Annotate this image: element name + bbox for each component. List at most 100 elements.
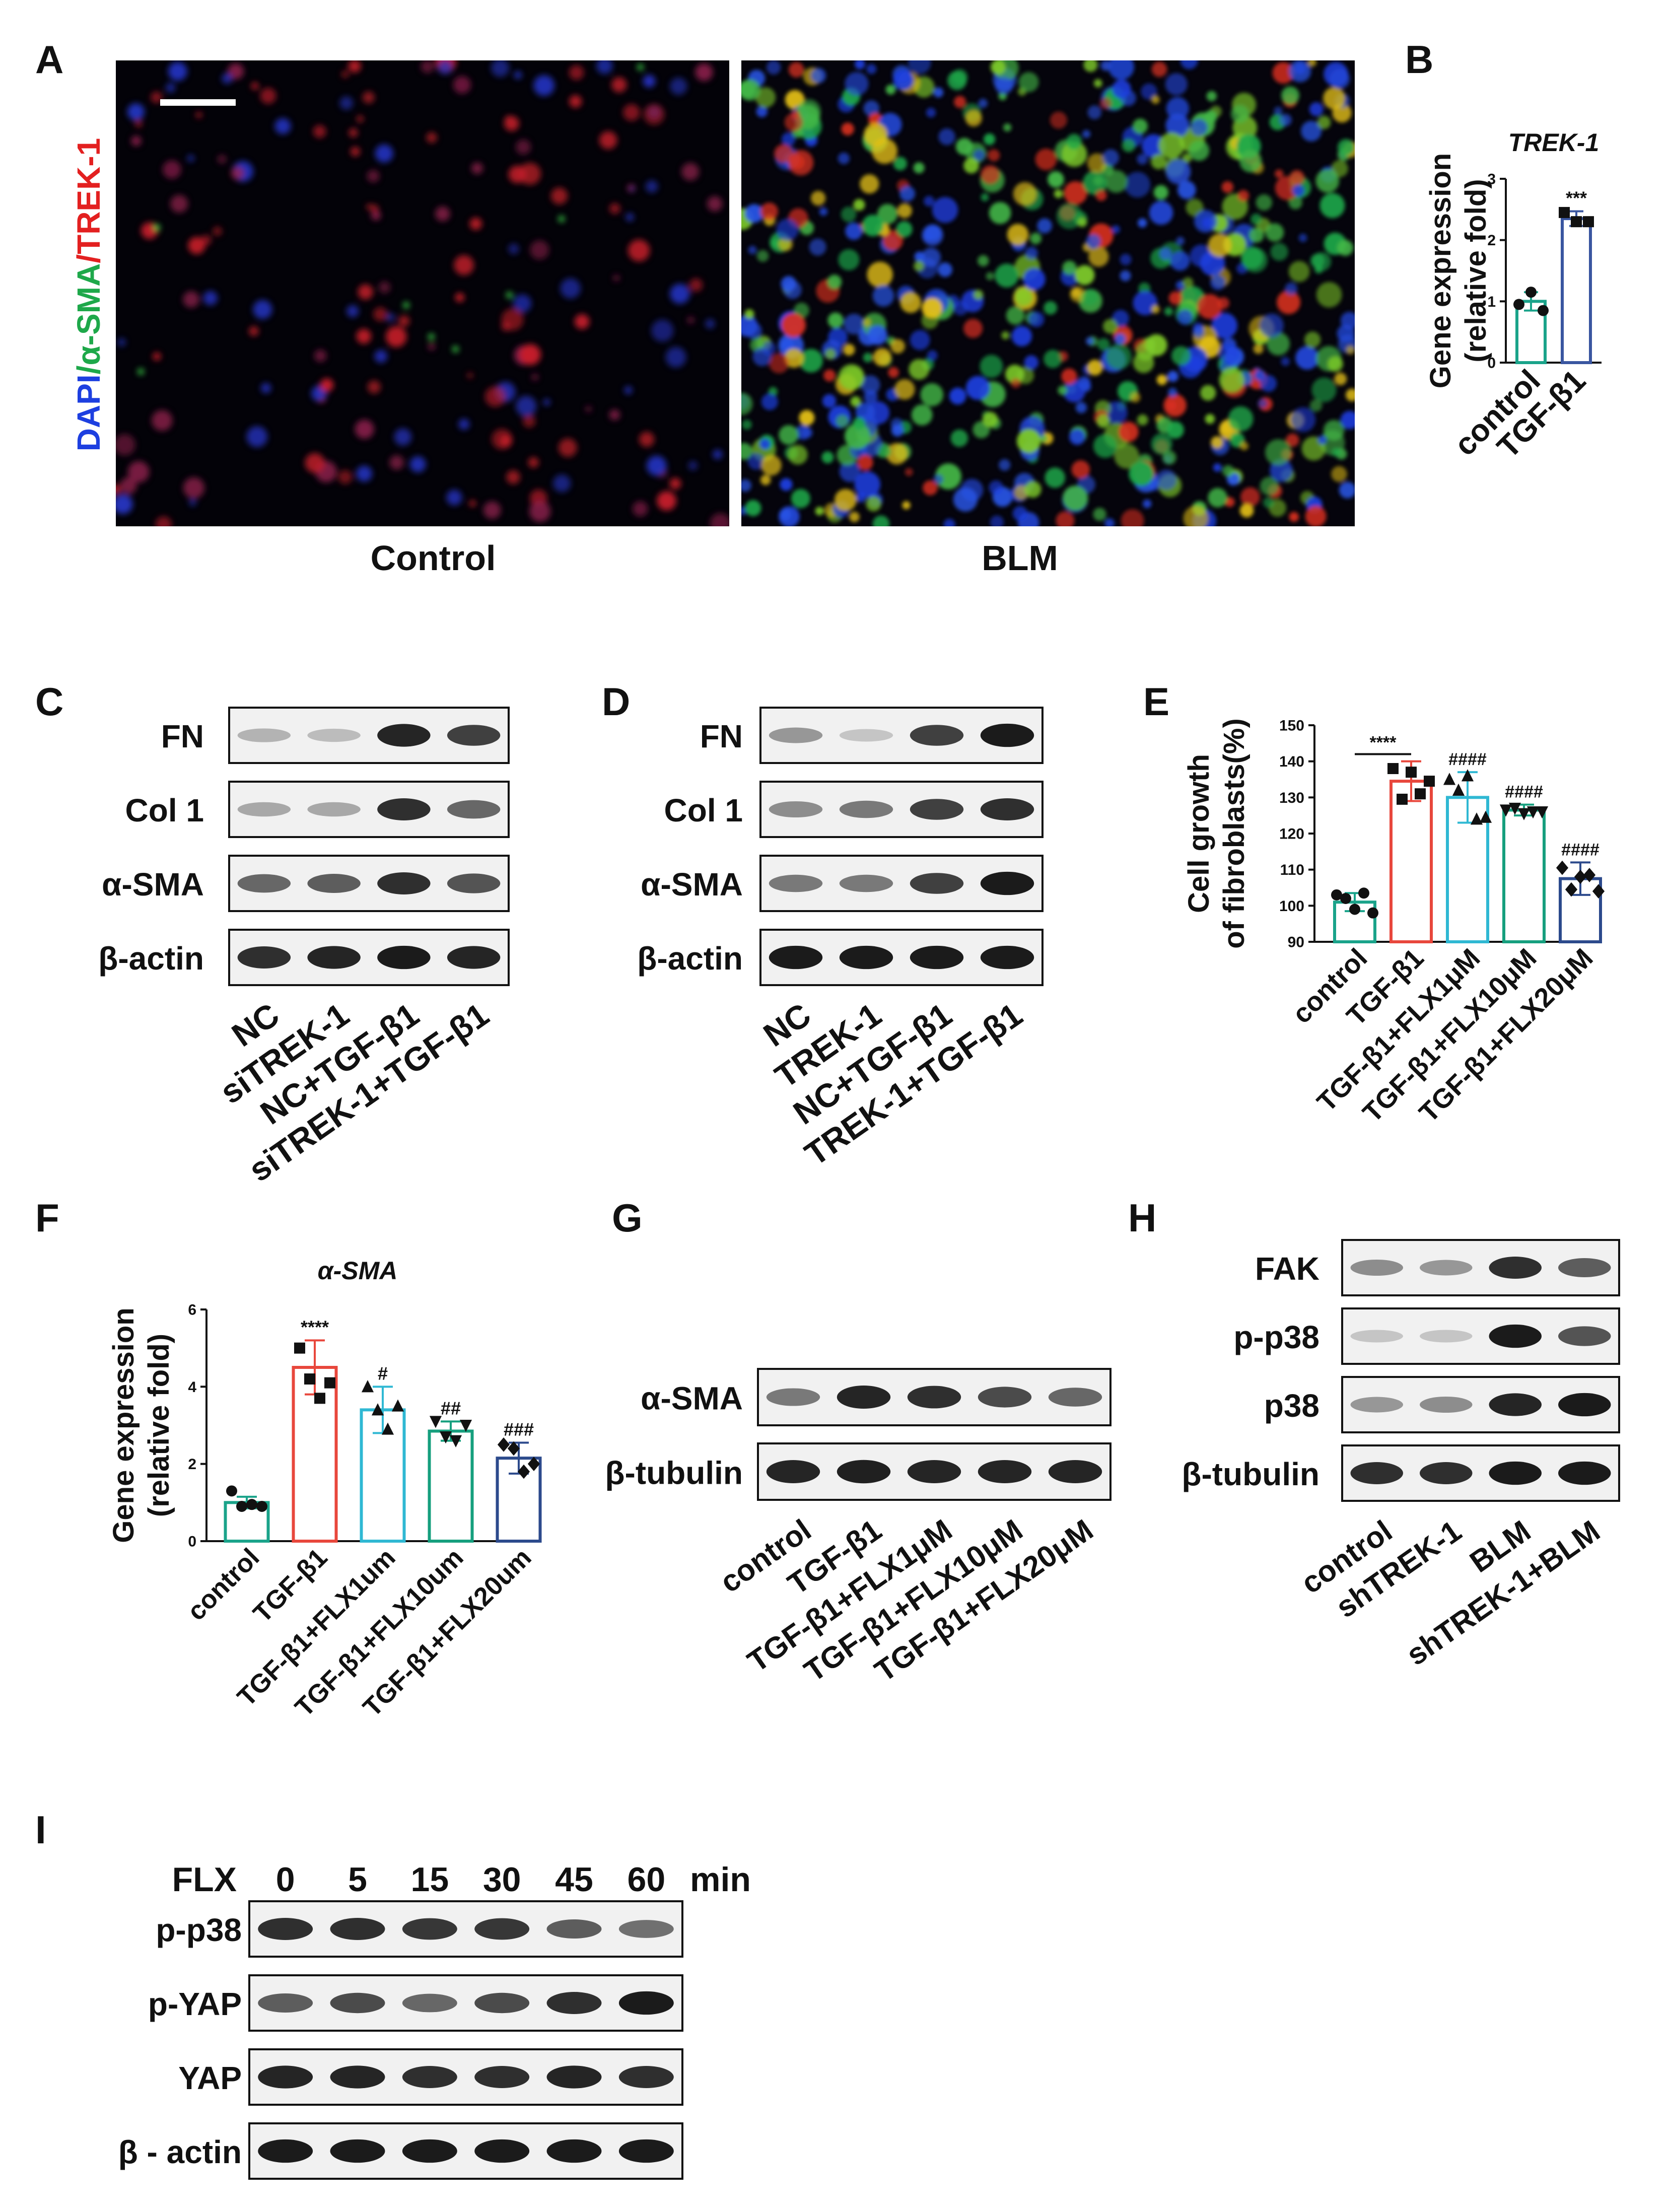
y-tick-label: 140: [1279, 753, 1304, 770]
cell-blob: [866, 496, 881, 512]
cell-blob: [458, 419, 470, 430]
significance-label: ##: [441, 1398, 461, 1418]
blot-band: [618, 2066, 674, 2088]
cell-blob: [862, 215, 884, 237]
cell-blob: [528, 457, 539, 468]
cell-blob: [860, 174, 879, 194]
cell-blob: [1035, 149, 1057, 170]
cell-blob: [669, 477, 681, 490]
data-point: [507, 1441, 520, 1456]
cell-blob: [752, 347, 772, 366]
data-point: [324, 1377, 335, 1389]
cell-blob: [1206, 91, 1217, 102]
cell-blob: [1016, 367, 1034, 384]
cell-blob: [116, 434, 135, 456]
cell-blob: [1037, 218, 1053, 234]
cell-blob: [467, 372, 473, 379]
band-label: FN: [700, 718, 743, 754]
cell-blob: [1239, 150, 1262, 173]
cell-blob: [508, 243, 519, 254]
cell-blob: [841, 206, 857, 222]
cell-blob: [341, 70, 349, 79]
cell-blob: [1024, 480, 1041, 498]
cell-blob: [520, 344, 541, 365]
blot-band: [1558, 1326, 1611, 1346]
cell-blob: [1104, 170, 1128, 193]
cell-blob: [188, 237, 205, 254]
cell-blob: [1263, 497, 1275, 508]
cell-blob: [357, 115, 364, 123]
blot-band: [1489, 1393, 1542, 1416]
cell-blob: [1168, 387, 1177, 397]
y-tick-label: 4: [188, 1379, 196, 1396]
cell-blob: [687, 316, 694, 324]
band-label: FN: [161, 718, 204, 754]
cell-blob: [926, 107, 936, 118]
significance-label: #: [378, 1363, 388, 1384]
cell-blob: [878, 445, 892, 458]
cell-blob: [1270, 243, 1288, 261]
cell-blob: [1145, 334, 1167, 357]
cell-blob: [759, 438, 771, 450]
cell-blob: [923, 480, 938, 496]
cell-blob: [1121, 509, 1144, 526]
cell-blob: [1011, 378, 1021, 388]
y-tick-label: 110: [1280, 862, 1304, 878]
cell-blob: [909, 359, 930, 380]
cell-blob: [585, 406, 592, 412]
data-point: [517, 1464, 530, 1479]
cell-blob: [779, 508, 792, 521]
data-point: [381, 1422, 394, 1435]
y-axis-label: Gene expression: [107, 1307, 140, 1543]
cell-blob: [850, 396, 861, 407]
blot-strip: [248, 1900, 683, 1958]
cell-blob: [849, 511, 860, 522]
significance-label: ****: [1370, 733, 1397, 752]
blot-band: [1350, 1397, 1403, 1413]
chart-e: 90 100 110 120 130 140 150 Cell growth of fibrob…: [1183, 718, 1605, 1128]
cell-blob: [845, 423, 871, 449]
cell-blob: [131, 135, 142, 146]
cell-blob: [1097, 338, 1110, 351]
band-label: YAP: [178, 2060, 242, 2096]
blot-band: [377, 872, 431, 894]
panel-letter-e: E: [1143, 679, 1169, 724]
cell-blob: [838, 152, 850, 165]
cell-blob: [766, 60, 781, 75]
blot-band: [1420, 1396, 1473, 1413]
cell-blob: [1028, 311, 1045, 327]
blot-band: [837, 1386, 891, 1409]
cell-blob: [938, 128, 955, 146]
cell-blob: [965, 110, 982, 127]
cell-blob: [744, 204, 764, 223]
cell-blob: [501, 321, 511, 331]
cell-blob: [643, 75, 656, 88]
cell-blob: [1056, 511, 1075, 526]
cell-blob: [1272, 62, 1294, 84]
cell-blob: [776, 219, 799, 241]
panel-letter-i: I: [35, 1808, 46, 1852]
cell-blob: [990, 515, 1004, 526]
blot-band: [1420, 1330, 1473, 1343]
cell-blob: [781, 132, 796, 147]
cell-blob: [201, 235, 212, 246]
cell-blob: [1307, 60, 1316, 67]
cell-blob: [141, 222, 158, 239]
blot-strip: [248, 2048, 683, 2106]
cell-blob: [1340, 410, 1355, 430]
time-label: 30: [483, 1860, 521, 1899]
cell-blob: [623, 104, 640, 121]
cell-blob: [1168, 291, 1183, 305]
cell-blob-green: [137, 368, 144, 375]
cell-blob: [1106, 343, 1132, 370]
y-tick-label: 3: [1487, 171, 1496, 188]
y-tick-label: 1: [1487, 294, 1496, 310]
cell-blob: [560, 278, 581, 299]
cell-blob: [844, 313, 865, 335]
cell-blob: [1210, 274, 1226, 290]
cell-blob: [1311, 377, 1337, 402]
data-point: [1461, 769, 1474, 782]
cell-blob: [707, 196, 723, 212]
